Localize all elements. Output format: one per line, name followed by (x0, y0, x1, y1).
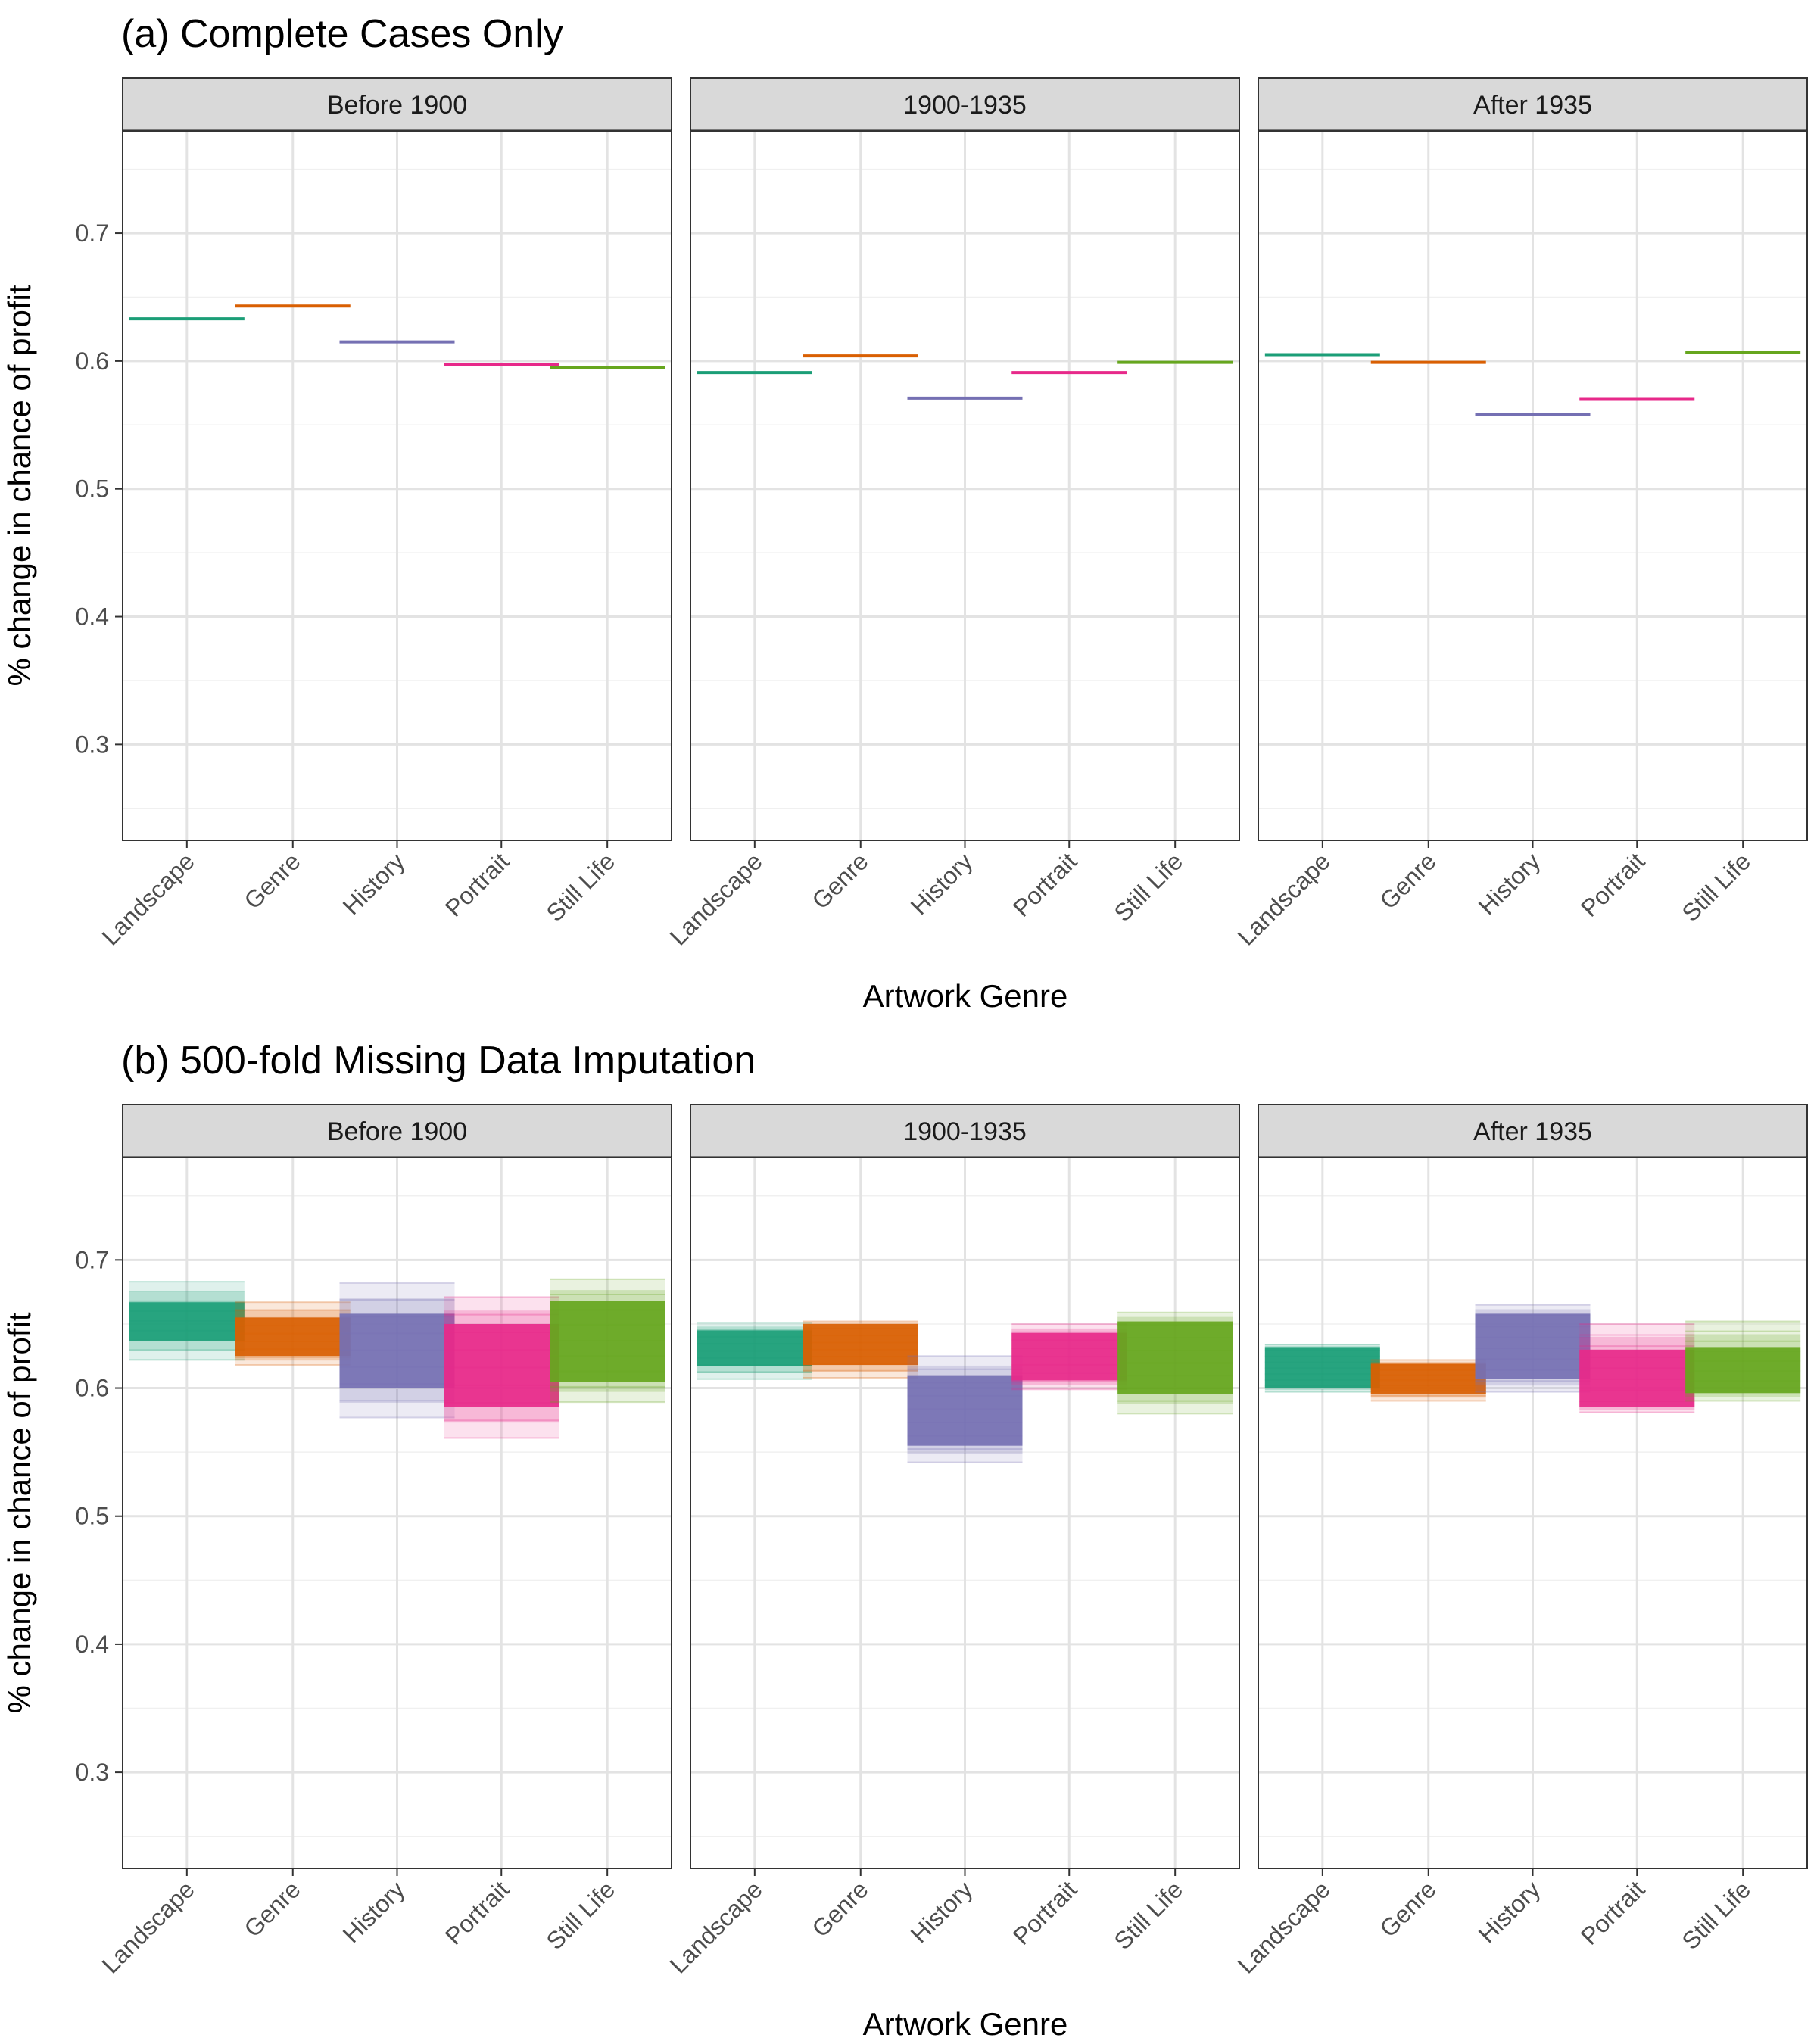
y-axis-title: % change in chance of profit (2, 285, 37, 686)
x-tick-label: Genre (1374, 1875, 1441, 1942)
band-still-life (550, 1278, 665, 1404)
band-history (1475, 1304, 1591, 1393)
x-tick-label: Still Life (1676, 847, 1756, 927)
chart-title: (a) Complete Cases Only (121, 12, 563, 56)
x-tick-label: Genre (238, 847, 305, 914)
band-history (339, 1282, 455, 1419)
y-tick-label: 0.3 (76, 1759, 109, 1786)
x-tick-label: Still Life (1108, 1875, 1188, 1955)
x-tick-label: History (338, 1875, 410, 1948)
band-portrait (444, 1296, 559, 1439)
x-tick-label: Still Life (1108, 847, 1188, 927)
band-core (697, 1330, 812, 1366)
x-tick-label: Portrait (1008, 847, 1082, 921)
x-tick-label: Still Life (1676, 1875, 1756, 1955)
band-history (907, 1355, 1023, 1463)
band-core (550, 1301, 665, 1382)
strip-background (122, 77, 672, 132)
strip-label: After 1935 (1473, 91, 1592, 120)
x-tick-label: Still Life (541, 847, 620, 927)
y-tick-label: 0.5 (76, 475, 109, 503)
panel-after-1935: After 1935 Landscape Genre History Portrait S… (1233, 77, 1808, 951)
x-tick-label: Landscape (1233, 847, 1335, 950)
x-tick-label: Landscape (97, 1875, 200, 1978)
panel-1900-1935: 1900-1935 Landscape Genre History Portrait St… (665, 1104, 1240, 1979)
band-still-life (1117, 1311, 1233, 1415)
x-tick-label: Landscape (97, 847, 200, 950)
band-landscape (1264, 1344, 1380, 1393)
band-core (1579, 1349, 1695, 1407)
band-core (803, 1323, 918, 1366)
y-tick-label: 0.5 (76, 1503, 109, 1530)
band-core (235, 1317, 351, 1357)
strip-background (1258, 1104, 1808, 1158)
x-tick-label: Portrait (1575, 847, 1650, 921)
panel-after-1935: After 1935 Landscape Genre History Portrait S… (1233, 1104, 1808, 1979)
band-portrait (1579, 1323, 1695, 1413)
band-core (1370, 1363, 1486, 1394)
panel-before-1900: Before 1900 Landscape Genre History Portrait… (76, 1104, 672, 1979)
y-tick-label: 0.3 (76, 731, 109, 758)
band-portrait (1011, 1323, 1127, 1391)
x-tick-label: Landscape (1233, 1875, 1335, 1978)
x-tick-label: Genre (1374, 847, 1441, 914)
x-tick-label: Landscape (665, 847, 768, 950)
x-tick-label: History (1473, 847, 1546, 920)
x-tick-label: History (1473, 1875, 1546, 1948)
strip-background (122, 1104, 672, 1158)
band-core (1685, 1347, 1801, 1394)
band-core (907, 1375, 1023, 1446)
band-landscape (697, 1322, 812, 1380)
band-core (129, 1302, 245, 1341)
x-tick-label: History (905, 847, 978, 920)
x-tick-label: Landscape (665, 1875, 768, 1978)
band-genre (235, 1301, 351, 1366)
y-tick-label: 0.6 (76, 1375, 109, 1402)
chart-b: (b) 500-fold Missing Data Imputation % ch… (2, 1039, 1808, 2042)
strip-label: Before 1900 (327, 1117, 467, 1146)
strip-label: Before 1900 (327, 91, 467, 120)
band-genre (1370, 1359, 1486, 1402)
panel-before-1900: Before 1900 Landscape Genre History Portrait… (76, 77, 672, 951)
band-core (1117, 1321, 1233, 1394)
strip-label: 1900-1935 (903, 1117, 1027, 1146)
x-tick-label: Portrait (440, 1875, 514, 1949)
band-still-life (1685, 1320, 1801, 1402)
band-landscape (129, 1281, 245, 1361)
y-tick-label: 0.4 (76, 1631, 109, 1658)
strip-background (690, 1104, 1240, 1158)
x-tick-label: Genre (806, 847, 873, 914)
band-core (1475, 1313, 1591, 1379)
band-genre (803, 1320, 918, 1379)
chart-title: (b) 500-fold Missing Data Imputation (121, 1039, 756, 1083)
x-axis-title: Artwork Genre (863, 2006, 1068, 2042)
y-tick-label: 0.7 (76, 1246, 109, 1273)
y-tick-label: 0.6 (76, 347, 109, 375)
x-tick-label: Portrait (1575, 1875, 1650, 1949)
x-tick-label: Genre (806, 1875, 873, 1942)
y-axis-title: % change in chance of profit (2, 1312, 37, 1713)
x-tick-label: Genre (238, 1875, 305, 1942)
band-core (444, 1323, 559, 1407)
band-core (339, 1313, 455, 1388)
band-core (1264, 1347, 1380, 1388)
strip-label: After 1935 (1473, 1117, 1592, 1146)
band-core (1011, 1332, 1127, 1381)
x-axis-title: Artwork Genre (863, 978, 1068, 1014)
y-tick-label: 0.4 (76, 603, 109, 631)
x-tick-label: History (905, 1875, 978, 1948)
x-tick-label: Portrait (440, 847, 514, 921)
panel-1900-1935: 1900-1935 Landscape Genre History Portrait St… (665, 77, 1240, 951)
strip-background (1258, 77, 1808, 132)
x-tick-label: Portrait (1008, 1875, 1082, 1949)
x-tick-label: History (338, 847, 410, 920)
strip-label: 1900-1935 (903, 91, 1027, 120)
x-tick-label: Still Life (541, 1875, 620, 1955)
y-tick-label: 0.7 (76, 220, 109, 247)
chart-a: (a) Complete Cases Only % change in chanc… (2, 12, 1808, 1014)
